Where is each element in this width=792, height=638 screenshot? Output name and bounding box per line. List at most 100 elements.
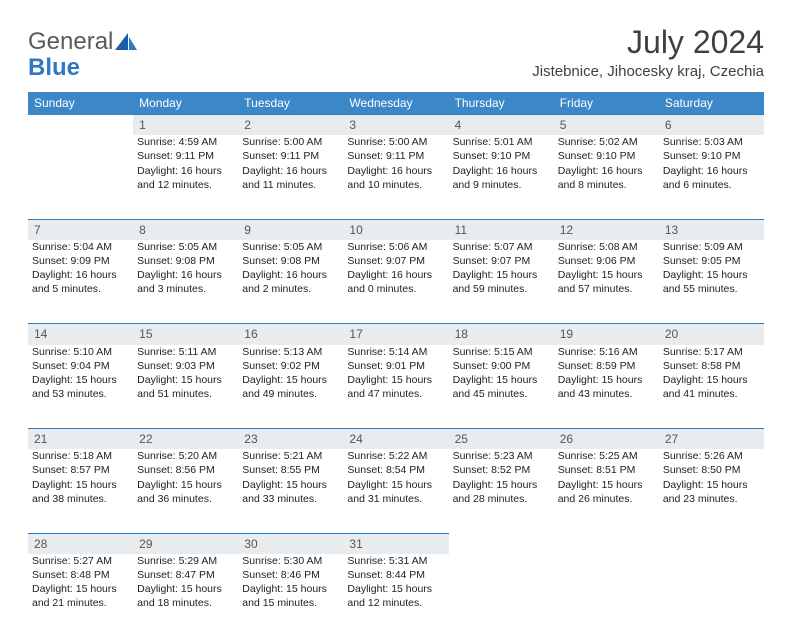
daylight-line: Daylight: 16 hours and 10 minutes.: [347, 164, 444, 192]
daylight-line: Daylight: 15 hours and 47 minutes.: [347, 373, 444, 401]
sunset-line: Sunset: 9:11 PM: [242, 149, 339, 163]
daylight-line: Daylight: 15 hours and 57 minutes.: [558, 268, 655, 296]
sunrise-line: Sunrise: 5:21 AM: [242, 449, 339, 463]
sunset-line: Sunset: 9:07 PM: [347, 254, 444, 268]
daylight-line: Daylight: 15 hours and 55 minutes.: [663, 268, 760, 296]
day-number: 10: [343, 219, 448, 240]
day-number: 4: [449, 115, 554, 136]
empty-cell: [659, 533, 764, 554]
day-cell: Sunrise: 5:02 AMSunset: 9:10 PMDaylight:…: [554, 135, 659, 219]
sunset-line: Sunset: 9:10 PM: [453, 149, 550, 163]
day-header: Monday: [133, 92, 238, 115]
day-header: Wednesday: [343, 92, 448, 115]
sunrise-line: Sunrise: 5:09 AM: [663, 240, 760, 254]
day-number: 19: [554, 324, 659, 345]
day-number: 7: [28, 219, 133, 240]
day-cell: Sunrise: 5:13 AMSunset: 9:02 PMDaylight:…: [238, 345, 343, 429]
empty-cell: [554, 533, 659, 554]
day-number: 29: [133, 533, 238, 554]
sunrise-line: Sunrise: 5:05 AM: [242, 240, 339, 254]
day-number: 14: [28, 324, 133, 345]
sunset-line: Sunset: 8:54 PM: [347, 463, 444, 477]
day-cell: Sunrise: 5:21 AMSunset: 8:55 PMDaylight:…: [238, 449, 343, 533]
sunrise-line: Sunrise: 5:13 AM: [242, 345, 339, 359]
sunset-line: Sunset: 9:01 PM: [347, 359, 444, 373]
day-number: 24: [343, 429, 448, 450]
day-cell: Sunrise: 5:14 AMSunset: 9:01 PMDaylight:…: [343, 345, 448, 429]
daylight-line: Daylight: 15 hours and 49 minutes.: [242, 373, 339, 401]
sunrise-line: Sunrise: 5:10 AM: [32, 345, 129, 359]
sunset-line: Sunset: 9:11 PM: [347, 149, 444, 163]
day-cell: Sunrise: 5:11 AMSunset: 9:03 PMDaylight:…: [133, 345, 238, 429]
sunset-line: Sunset: 8:57 PM: [32, 463, 129, 477]
day-cell: Sunrise: 5:05 AMSunset: 9:08 PMDaylight:…: [133, 240, 238, 324]
logo-word1: General: [28, 30, 113, 54]
sunrise-line: Sunrise: 5:27 AM: [32, 554, 129, 568]
sunrise-line: Sunrise: 5:01 AM: [453, 135, 550, 149]
day-number: 12: [554, 219, 659, 240]
daylight-line: Daylight: 15 hours and 21 minutes.: [32, 582, 129, 610]
daynum-row: 14151617181920: [28, 324, 764, 345]
sunset-line: Sunset: 8:59 PM: [558, 359, 655, 373]
daylight-line: Daylight: 16 hours and 2 minutes.: [242, 268, 339, 296]
sunrise-line: Sunrise: 5:04 AM: [32, 240, 129, 254]
info-row: Sunrise: 5:18 AMSunset: 8:57 PMDaylight:…: [28, 449, 764, 533]
day-cell: Sunrise: 5:09 AMSunset: 9:05 PMDaylight:…: [659, 240, 764, 324]
daylight-line: Daylight: 15 hours and 15 minutes.: [242, 582, 339, 610]
sunset-line: Sunset: 8:48 PM: [32, 568, 129, 582]
daynum-row: 78910111213: [28, 219, 764, 240]
day-cell: Sunrise: 5:03 AMSunset: 9:10 PMDaylight:…: [659, 135, 764, 219]
day-header: Tuesday: [238, 92, 343, 115]
sunrise-line: Sunrise: 5:05 AM: [137, 240, 234, 254]
sunset-line: Sunset: 9:09 PM: [32, 254, 129, 268]
daylight-line: Daylight: 16 hours and 11 minutes.: [242, 164, 339, 192]
sunrise-line: Sunrise: 5:22 AM: [347, 449, 444, 463]
day-number: 30: [238, 533, 343, 554]
daynum-row: 123456: [28, 115, 764, 136]
sunset-line: Sunset: 9:10 PM: [663, 149, 760, 163]
day-number: 8: [133, 219, 238, 240]
sunset-line: Sunset: 9:03 PM: [137, 359, 234, 373]
empty-cell: [554, 554, 659, 638]
daylight-line: Daylight: 15 hours and 18 minutes.: [137, 582, 234, 610]
day-cell: Sunrise: 5:04 AMSunset: 9:09 PMDaylight:…: [28, 240, 133, 324]
day-number: 18: [449, 324, 554, 345]
day-cell: Sunrise: 5:05 AMSunset: 9:08 PMDaylight:…: [238, 240, 343, 324]
sunset-line: Sunset: 9:06 PM: [558, 254, 655, 268]
day-cell: Sunrise: 5:23 AMSunset: 8:52 PMDaylight:…: [449, 449, 554, 533]
sunset-line: Sunset: 9:08 PM: [137, 254, 234, 268]
info-row: Sunrise: 5:27 AMSunset: 8:48 PMDaylight:…: [28, 554, 764, 638]
day-cell: Sunrise: 5:16 AMSunset: 8:59 PMDaylight:…: [554, 345, 659, 429]
sunrise-line: Sunrise: 4:59 AM: [137, 135, 234, 149]
sunset-line: Sunset: 9:00 PM: [453, 359, 550, 373]
sunset-line: Sunset: 9:10 PM: [558, 149, 655, 163]
day-header: Sunday: [28, 92, 133, 115]
sunrise-line: Sunrise: 5:26 AM: [663, 449, 760, 463]
sunset-line: Sunset: 8:51 PM: [558, 463, 655, 477]
daylight-line: Daylight: 15 hours and 45 minutes.: [453, 373, 550, 401]
day-cell: Sunrise: 5:10 AMSunset: 9:04 PMDaylight:…: [28, 345, 133, 429]
day-number: 9: [238, 219, 343, 240]
empty-cell: [28, 135, 133, 219]
sunset-line: Sunset: 8:52 PM: [453, 463, 550, 477]
day-cell: Sunrise: 5:27 AMSunset: 8:48 PMDaylight:…: [28, 554, 133, 638]
sunrise-line: Sunrise: 5:31 AM: [347, 554, 444, 568]
empty-cell: [449, 533, 554, 554]
day-cell: Sunrise: 5:22 AMSunset: 8:54 PMDaylight:…: [343, 449, 448, 533]
calendar-table: SundayMondayTuesdayWednesdayThursdayFrid…: [28, 92, 764, 638]
daylight-line: Daylight: 15 hours and 28 minutes.: [453, 478, 550, 506]
daylight-line: Daylight: 16 hours and 5 minutes.: [32, 268, 129, 296]
day-cell: Sunrise: 5:00 AMSunset: 9:11 PMDaylight:…: [238, 135, 343, 219]
day-header: Friday: [554, 92, 659, 115]
day-cell: Sunrise: 5:07 AMSunset: 9:07 PMDaylight:…: [449, 240, 554, 324]
empty-cell: [659, 554, 764, 638]
day-cell: Sunrise: 5:08 AMSunset: 9:06 PMDaylight:…: [554, 240, 659, 324]
sunrise-line: Sunrise: 5:11 AM: [137, 345, 234, 359]
day-number: 27: [659, 429, 764, 450]
daylight-line: Daylight: 16 hours and 3 minutes.: [137, 268, 234, 296]
day-cell: Sunrise: 5:25 AMSunset: 8:51 PMDaylight:…: [554, 449, 659, 533]
day-cell: Sunrise: 4:59 AMSunset: 9:11 PMDaylight:…: [133, 135, 238, 219]
day-number: 20: [659, 324, 764, 345]
sunrise-line: Sunrise: 5:03 AM: [663, 135, 760, 149]
daylight-line: Daylight: 15 hours and 43 minutes.: [558, 373, 655, 401]
